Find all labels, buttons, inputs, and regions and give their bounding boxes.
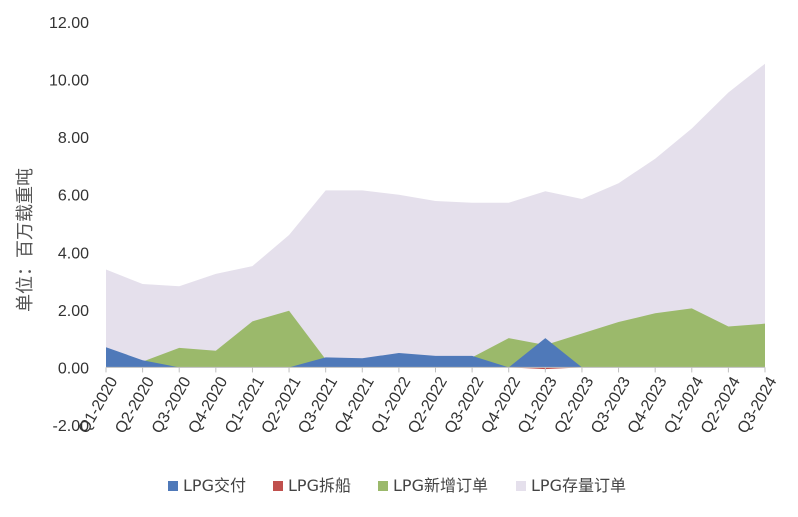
- legend-swatch-lpg拆船: [273, 481, 283, 491]
- legend-swatch-lpg存量订单: [516, 481, 526, 491]
- legend-label-lpg存量订单: LPG存量订单: [531, 476, 626, 495]
- area-series-lpg存量订单: [106, 63, 765, 368]
- y-tick-label: 12.00: [49, 15, 89, 32]
- legend-label-lpg拆船: LPG拆船: [288, 476, 351, 495]
- legend-swatch-lpg新增订单: [378, 481, 388, 491]
- y-tick-label: 0.00: [58, 360, 89, 377]
- legend: LPG交付 LPG拆船 LPG新增订单 LPG存量订单: [168, 476, 626, 495]
- legend-swatch-lpg交付: [168, 481, 178, 491]
- areas-layer: [106, 63, 765, 370]
- y-tick-label: 2.00: [58, 303, 89, 320]
- area-series-lpg交付: [106, 338, 765, 368]
- y-tick-label: -2.00: [53, 418, 90, 435]
- y-tick-label: 10.00: [49, 73, 89, 90]
- y-axis-label: 单位：百万载重吨: [15, 168, 36, 312]
- legend-label-lpg新增订单: LPG新增订单: [393, 476, 488, 495]
- y-tick-label: 6.00: [58, 188, 89, 205]
- area-series-lpg新增订单: [106, 308, 765, 368]
- y-tick-label: 4.00: [58, 245, 89, 262]
- y-tick-label: 8.00: [58, 130, 89, 147]
- legend-label-lpg交付: LPG交付: [183, 476, 246, 495]
